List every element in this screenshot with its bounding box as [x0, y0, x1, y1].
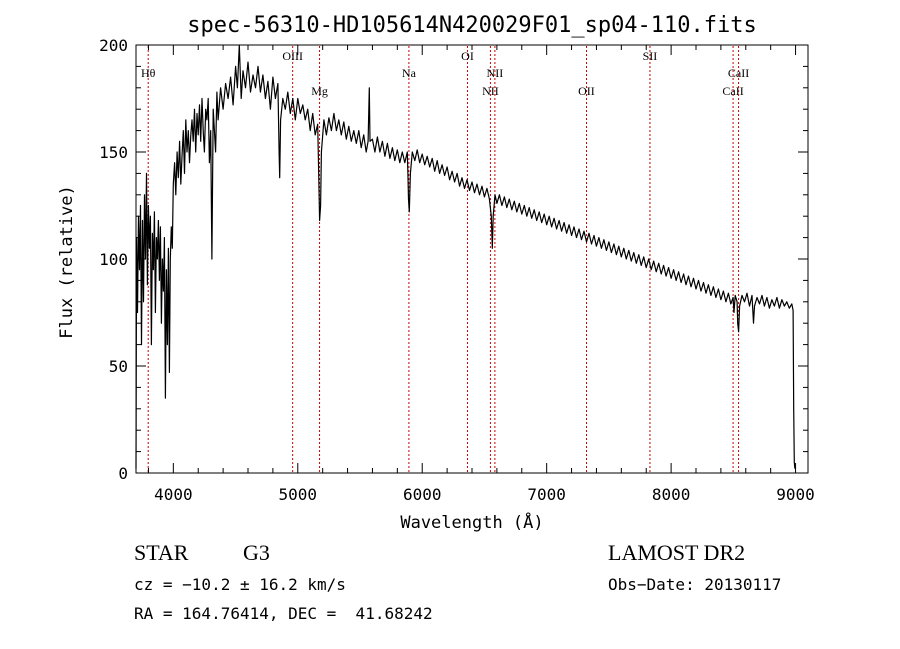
marker-label-3: Na: [402, 66, 417, 80]
object-type: STAR: [134, 540, 189, 565]
object-subclass: G3: [243, 540, 270, 565]
x-axis-label: Wavelength (Å): [400, 511, 543, 533]
y-tick-label: 50: [109, 357, 128, 376]
redshift-text: cz = −10.2 ± 16.2 km/s: [134, 575, 346, 594]
y-tick-label: 200: [99, 36, 128, 55]
axis-ticks: 4000 5000 6000 7000 8000 9000 0 50 100 150 200: [99, 36, 815, 504]
x-tick-label: 5000: [279, 485, 318, 504]
y-tick-label: 0: [118, 464, 128, 483]
marker-label-0: Hθ: [141, 66, 156, 80]
x-tick-label: 6000: [403, 485, 442, 504]
y-tick-label: 100: [99, 250, 128, 269]
marker-label-5: NII: [482, 84, 499, 98]
marker-label-2: Mg: [311, 84, 328, 98]
observation-date: Obs−Date: 20130117: [608, 575, 782, 594]
spectral-line-markers: Hθ OIII Mg Na OI NII NII OII SII CaII CaII: [141, 46, 749, 472]
x-tick-label: 9000: [776, 485, 815, 504]
coordinates-text: RA = 164.76414, DEC = 41.68242: [134, 604, 433, 623]
marker-label-6: NII: [487, 66, 504, 80]
x-tick-label: 4000: [154, 485, 193, 504]
spectrum-line-0: [135, 44, 796, 469]
plot-frame: [135, 44, 809, 474]
marker-label-7: OII: [578, 84, 595, 98]
marker-label-4: OI: [461, 49, 474, 63]
y-tick-label: 150: [99, 143, 128, 162]
x-tick-label: 8000: [652, 485, 691, 504]
marker-label-9: CaII: [722, 84, 743, 98]
marker-label-10: CaII: [728, 66, 749, 80]
y-axis-label: Flux (relative): [57, 185, 77, 339]
spectrum-series: [135, 44, 796, 469]
marker-label-1: OIII: [282, 49, 303, 63]
x-tick-label: 7000: [527, 485, 566, 504]
chart-title: spec-56310-HD105614N420029F01_sp04-110.f…: [187, 13, 757, 38]
marker-label-8: SII: [643, 49, 658, 63]
survey-name: LAMOST DR2: [608, 540, 746, 565]
